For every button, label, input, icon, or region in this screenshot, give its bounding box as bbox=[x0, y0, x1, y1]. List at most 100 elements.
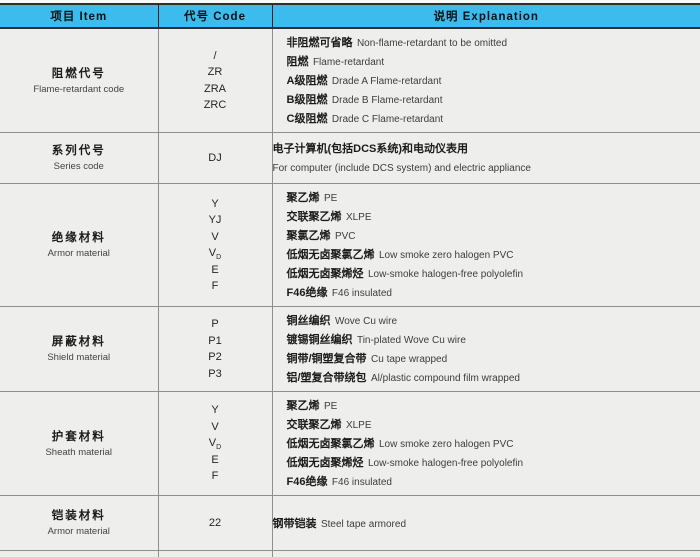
explanation-line: 交联聚乙烯 XLPE bbox=[287, 207, 695, 226]
explanation-en: Non-flame-retardant to be omitted bbox=[356, 38, 508, 49]
item-cell: 屏蔽材料 Shield material bbox=[0, 306, 158, 392]
explanation-zh: 聚乙烯 bbox=[286, 400, 320, 412]
explanation-en: F46 insulated bbox=[331, 288, 392, 299]
table-row: 屏蔽材料 Shield material P P1 P2 P3 铜丝编织 Wove C… bbox=[0, 306, 700, 392]
explanation-line: 铜丝编织 Wove Cu wire bbox=[287, 311, 695, 330]
explanation-en: PVC bbox=[334, 231, 356, 242]
explanation-line: 聚氯乙烯 PVC bbox=[287, 226, 695, 245]
explanation-zh: 低烟无卤聚氯乙烯 bbox=[286, 249, 375, 261]
explanation-zh: C级阻燃 bbox=[286, 113, 328, 125]
code-value: V bbox=[211, 420, 219, 433]
explanation-cell: 钢带铠装 Steel tape armored bbox=[271, 495, 700, 551]
table-row: 绝缘材料 Armor material Y YJ V VD E F 聚乙烯 PE 交联聚乙烯… bbox=[0, 183, 700, 307]
item-name-en: Armor material bbox=[47, 248, 110, 259]
code-value: E bbox=[211, 453, 219, 466]
code-value: P2 bbox=[208, 351, 222, 363]
table-row: 外护层材料 Outer protection layer material 23… bbox=[0, 550, 700, 557]
col-header-code: 代号 Code bbox=[157, 3, 272, 29]
code-value: ZRC bbox=[203, 99, 227, 111]
explanation-line: 钢带铠装 Steel tape armored bbox=[273, 514, 700, 533]
item-name-zh: 系列代号 bbox=[51, 145, 106, 157]
item-cell: 铠装材料 Armor material bbox=[0, 495, 158, 551]
explanation-en: Cu tape wrapped bbox=[371, 354, 448, 365]
explanation-en: PE bbox=[323, 193, 338, 204]
explanation-line: A级阻燃 Drade A Flame-retardant bbox=[287, 71, 695, 90]
explanation-cell: 聚乙烯 PE 交联聚乙烯 XLPE 低烟无卤聚氯乙烯 Low smoke zero … bbox=[271, 391, 700, 496]
item-name-en: Flame-retardant code bbox=[33, 83, 125, 95]
item-cell: 阻燃代号 Flame-retardant code bbox=[0, 28, 158, 133]
table-body: 阻燃代号 Flame-retardant code / ZR ZRA ZRC 非阻燃可… bbox=[0, 28, 700, 557]
explanation-line: F46绝缘 F46 insulated bbox=[287, 283, 695, 302]
item-cell: 系列代号 Series code bbox=[0, 132, 158, 184]
explanation-zh: 铝/塑复合带绕包 bbox=[286, 372, 367, 384]
explanation-zh: 聚氯乙烯 bbox=[286, 230, 331, 242]
explanation-zh: 低烟无卤聚烯烃 bbox=[286, 457, 364, 469]
code-value: Y bbox=[211, 197, 219, 210]
explanation-line: 低烟无卤聚氯乙烯 Low smoke zero halogen PVC bbox=[287, 245, 695, 264]
explanation-line: 非阻燃可省略 Non-flame-retardant to be omitted bbox=[287, 33, 695, 52]
code-value: YJ bbox=[208, 214, 222, 226]
explanation-zh: 交联聚乙烯 bbox=[286, 211, 342, 223]
explanation-zh: 电子计算机(包括DCS系统)和电动仪表用 bbox=[272, 143, 469, 155]
explanation-cell: 非阻燃可省略 Non-flame-retardant to be omitted… bbox=[271, 28, 700, 133]
code-cell: Y V VD E F bbox=[157, 391, 272, 496]
item-name-en: Armor material bbox=[47, 526, 110, 537]
table-row: 铠装材料 Armor material 22 钢带铠装 Steel tape a… bbox=[0, 495, 700, 551]
explanation-en: XLPE bbox=[345, 420, 372, 431]
explanation-en: Drade C Flame-retardant bbox=[331, 114, 444, 125]
explanation-line: F46绝缘 F46 insulated bbox=[287, 472, 695, 491]
explanation-line: For computer (include DCS system) and el… bbox=[273, 158, 700, 177]
header-row: 项目 Item 代号 Code 说明 Explanation bbox=[0, 3, 700, 29]
explanation-cell: 聚乙烯 PE 交联聚乙烯 XLPE 聚氯乙烯 PVC 低烟无卤聚氯乙烯 Low smo… bbox=[271, 183, 700, 307]
table-row: 系列代号 Series code DJ 电子计算机(包括DCS系统)和电动仪表用… bbox=[0, 132, 700, 184]
code-value: ZR bbox=[207, 66, 223, 78]
col-header-explanation: 说明 Explanation bbox=[271, 3, 700, 29]
explanation-en: Steel tape armored bbox=[320, 518, 407, 530]
explanation-zh: A级阻燃 bbox=[286, 75, 328, 87]
item-cell: 绝缘材料 Armor material bbox=[0, 183, 158, 307]
code-value: Y bbox=[211, 404, 219, 417]
code-value: P1 bbox=[208, 334, 222, 347]
code-cell: / ZR ZRA ZRC bbox=[157, 28, 272, 133]
explanation-line: 聚乙烯 PE bbox=[287, 396, 695, 415]
item-name-en: Sheath material bbox=[45, 446, 113, 458]
explanation-en: Low-smoke halogen-free polyolefin bbox=[367, 269, 524, 280]
explanation-line: 镀锡铜丝编织 Tin-plated Wove Cu wire bbox=[287, 330, 695, 349]
item-name-zh: 护套材料 bbox=[51, 430, 106, 443]
explanation-zh: 交联聚乙烯 bbox=[286, 419, 342, 431]
code-value: V bbox=[211, 230, 219, 243]
table-header: 项目 Item 代号 Code 说明 Explanation bbox=[0, 3, 700, 29]
explanation-line: 低烟无卤聚氯乙烯 Low smoke zero halogen PVC bbox=[287, 434, 695, 453]
explanation-zh: 阻燃 bbox=[286, 56, 309, 68]
code-value: P bbox=[211, 318, 219, 330]
code-value: / bbox=[213, 49, 217, 62]
item-name-en: Series code bbox=[53, 161, 104, 172]
item-name-zh: 铠装材料 bbox=[51, 510, 106, 522]
table-row: 阻燃代号 Flame-retardant code / ZR ZRA ZRC 非阻燃可… bbox=[0, 28, 700, 133]
explanation-en: Tin-plated Wove Cu wire bbox=[356, 335, 466, 346]
explanation-line: B级阻燃 Drade B Flame-retardant bbox=[287, 90, 695, 109]
explanation-en: Drade B Flame-retardant bbox=[331, 95, 443, 106]
code-value: VD bbox=[208, 437, 222, 452]
explanation-zh: 铜带/铜塑复合带 bbox=[286, 353, 367, 365]
item-name-en: Shield material bbox=[47, 352, 111, 363]
code-value: E bbox=[211, 263, 219, 276]
item-cell: 护套材料 Sheath material bbox=[0, 391, 158, 496]
explanation-en: Al/plastic compound film wrapped bbox=[371, 373, 520, 384]
explanation-zh: B级阻燃 bbox=[286, 94, 328, 106]
explanation-en: Low-smoke halogen-free polyolefin bbox=[367, 458, 524, 469]
explanation-en: PE bbox=[323, 401, 338, 412]
explanation-line: 铜带/铜塑复合带 Cu tape wrapped bbox=[287, 349, 695, 368]
explanation-zh: 钢带铠装 bbox=[272, 517, 317, 530]
code-value: ZRA bbox=[204, 82, 226, 95]
code-cell: 22 bbox=[157, 495, 272, 551]
code-cell: 23 bbox=[157, 550, 272, 557]
explanation-en: Flame-retardant bbox=[312, 57, 385, 68]
explanation-line: C级阻燃 Drade C Flame-retardant bbox=[287, 109, 695, 128]
explanation-en: For computer (include DCS system) and el… bbox=[272, 163, 531, 174]
explanation-line: 交联聚乙烯 XLPE bbox=[287, 415, 695, 434]
explanation-line: 电子计算机(包括DCS系统)和电动仪表用 bbox=[273, 139, 700, 158]
explanation-en: Drade A Flame-retardant bbox=[331, 76, 442, 87]
explanation-cell: 聚氯乙烯 PVC聚乙烯 PV bbox=[271, 550, 700, 557]
